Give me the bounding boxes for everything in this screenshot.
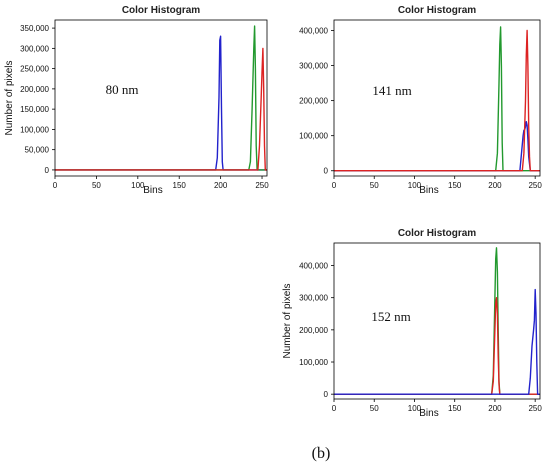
x-tick-label: 50 (370, 404, 379, 413)
y-tick-label: 50,000 (25, 146, 50, 155)
y-tick-label: 150,000 (20, 105, 49, 114)
y-tick-label: 200,000 (299, 97, 328, 106)
series-line-1 (334, 120, 540, 172)
series-line-0 (334, 26, 540, 172)
y-tick-label: 350,000 (20, 24, 49, 33)
series-line-2 (55, 47, 267, 171)
histogram-152nm: Color Histogram 0 50 100 150 200 250 0 100,000 20… (282, 228, 542, 419)
x-tick-label: 200 (214, 181, 228, 190)
y-axis-label: Number of pixels (4, 60, 15, 135)
y-tick-label: 200,000 (20, 85, 49, 94)
histogram-141nm: Color Histogram 0 50 100 150 200 250 0 100,000 20… (299, 5, 542, 196)
x-tick-label: 150 (173, 181, 187, 190)
y-axis-label: Number of pixels (282, 283, 293, 358)
y-tick-label: 200,000 (299, 326, 328, 335)
x-tick-label: 50 (370, 181, 379, 190)
series-line-2 (334, 29, 540, 172)
x-tick-label: 0 (332, 404, 337, 413)
y-tick-label: 400,000 (299, 27, 328, 36)
x-tick-label: 200 (488, 404, 502, 413)
series-line-2 (334, 288, 540, 395)
plot-frame (54, 19, 268, 177)
x-axis-label: Bins (143, 185, 162, 196)
y-tick-label: 100,000 (20, 125, 49, 134)
x-tick-label: 150 (448, 404, 462, 413)
series-line-1 (55, 25, 267, 171)
x-tick-label: 0 (53, 181, 58, 190)
y-tick-label: 300,000 (299, 294, 328, 303)
x-axis-label: Bins (419, 185, 438, 196)
sample-annotation: 80 nm (106, 82, 139, 97)
y-tick-label: 0 (45, 166, 50, 175)
y-tick-label: 0 (324, 390, 329, 399)
chart-title: Color Histogram (398, 5, 476, 16)
sample-annotation: 141 nm (372, 83, 411, 98)
y-tick-label: 100,000 (299, 132, 328, 141)
histogram-80nm: Color Histogram 0 50 100 150 200 250 0 50,000 100… (4, 5, 269, 196)
y-tick-label: 300,000 (20, 44, 49, 53)
series-line-0 (334, 247, 540, 395)
x-tick-label: 250 (528, 181, 542, 190)
x-tick-label: 150 (448, 181, 462, 190)
y-tick-label: 100,000 (299, 358, 328, 367)
series-line-0 (55, 35, 267, 171)
sample-annotation: 152 nm (371, 309, 410, 324)
plot-frame (333, 242, 541, 400)
series-line-1 (334, 297, 540, 395)
x-tick-label: 250 (255, 181, 269, 190)
x-tick-label: 50 (92, 181, 101, 190)
y-tick-label: 0 (324, 167, 329, 176)
x-tick-label: 250 (528, 404, 542, 413)
figure-caption: (b) (312, 445, 331, 462)
x-tick-label: 100 (131, 181, 145, 190)
x-tick-label: 0 (332, 181, 337, 190)
y-tick-label: 250,000 (20, 65, 49, 74)
chart-title: Color Histogram (122, 5, 200, 16)
chart-title: Color Histogram (398, 228, 476, 239)
x-tick-label: 200 (488, 181, 502, 190)
x-tick-label: 100 (408, 181, 422, 190)
x-tick-label: 100 (408, 404, 422, 413)
x-axis-label: Bins (419, 408, 438, 419)
plot-frame (333, 19, 541, 177)
y-tick-label: 400,000 (299, 262, 328, 271)
y-tick-label: 300,000 (299, 62, 328, 71)
